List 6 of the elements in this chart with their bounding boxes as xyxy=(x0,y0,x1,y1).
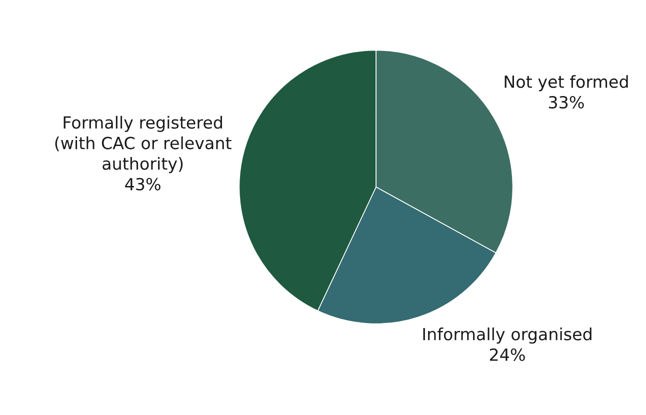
data-label: 24% xyxy=(490,348,525,361)
slice-label: Informally organised xyxy=(423,328,592,344)
data-label: 33% xyxy=(548,96,584,109)
data-label: 43% xyxy=(125,178,160,190)
slice-label: Not yet formed xyxy=(504,75,628,92)
slice-label: Formally registered (with CAC or relevant authority) xyxy=(55,116,232,174)
